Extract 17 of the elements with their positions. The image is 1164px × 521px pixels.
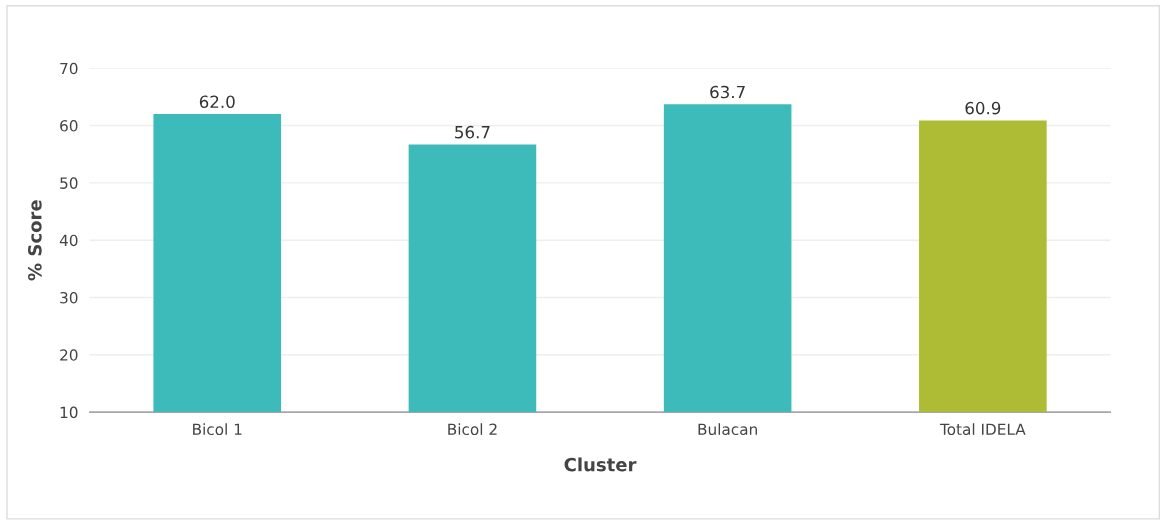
y-axis-title: % Score: [28, 200, 42, 281]
y-tick-label: 70: [60, 62, 78, 75]
x-axis-title: Cluster: [564, 457, 637, 472]
data-label: 63.7: [710, 85, 745, 99]
x-tick-label: Bicol 1: [193, 423, 242, 436]
y-tick-label: 20: [60, 349, 78, 361]
y-tick-label: 40: [59, 234, 78, 247]
x-tick-label: Bulacan: [698, 423, 757, 436]
data-label: 62.0: [199, 95, 235, 109]
x-tick-label: Total IDELA: [939, 423, 1026, 436]
data-label: 60.9: [965, 101, 1001, 115]
data-label: 56.7: [455, 125, 490, 139]
y-tick-label: 50: [60, 177, 78, 189]
x-tick-label: Bicol 2: [448, 423, 497, 436]
y-tick-label: 60: [60, 120, 78, 132]
y-tick-label: 10: [60, 406, 78, 419]
y-tick-label: 30: [60, 291, 78, 304]
